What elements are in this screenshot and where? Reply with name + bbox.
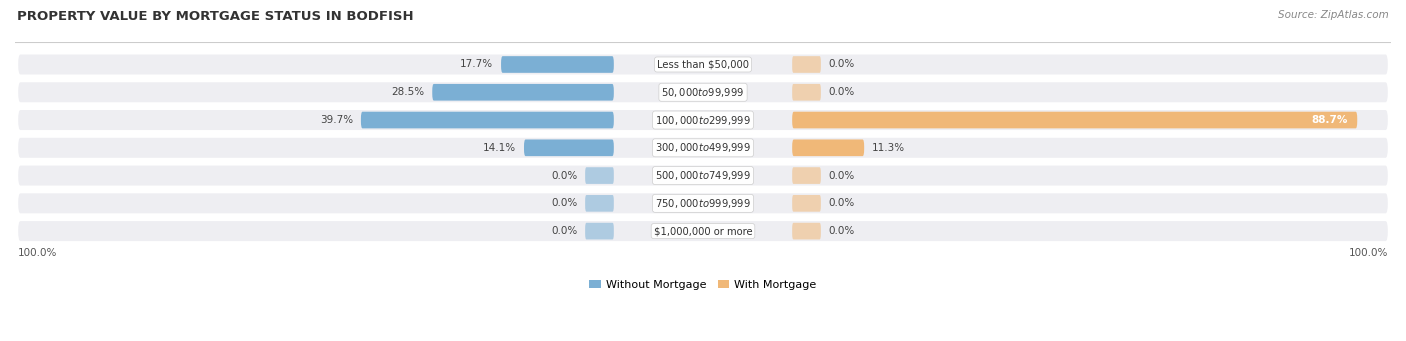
FancyBboxPatch shape	[792, 195, 821, 212]
Text: $500,000 to $749,999: $500,000 to $749,999	[655, 169, 751, 182]
Text: 0.0%: 0.0%	[551, 198, 578, 208]
Text: PROPERTY VALUE BY MORTGAGE STATUS IN BODFISH: PROPERTY VALUE BY MORTGAGE STATUS IN BOD…	[17, 10, 413, 23]
Text: 0.0%: 0.0%	[828, 198, 855, 208]
FancyBboxPatch shape	[18, 193, 1388, 213]
Text: 17.7%: 17.7%	[460, 59, 494, 70]
FancyBboxPatch shape	[585, 223, 614, 239]
Text: 100.0%: 100.0%	[1348, 248, 1388, 258]
Legend: Without Mortgage, With Mortgage: Without Mortgage, With Mortgage	[585, 275, 821, 294]
FancyBboxPatch shape	[792, 84, 821, 101]
Text: 100.0%: 100.0%	[18, 248, 58, 258]
FancyBboxPatch shape	[792, 167, 821, 184]
Text: 0.0%: 0.0%	[551, 226, 578, 236]
Text: Source: ZipAtlas.com: Source: ZipAtlas.com	[1278, 10, 1389, 20]
Text: 0.0%: 0.0%	[828, 226, 855, 236]
Text: $100,000 to $299,999: $100,000 to $299,999	[655, 114, 751, 127]
FancyBboxPatch shape	[18, 166, 1388, 186]
Text: Less than $50,000: Less than $50,000	[657, 59, 749, 70]
FancyBboxPatch shape	[361, 112, 614, 128]
FancyBboxPatch shape	[18, 110, 1388, 130]
Text: 88.7%: 88.7%	[1312, 115, 1348, 125]
Text: 14.1%: 14.1%	[484, 143, 516, 153]
FancyBboxPatch shape	[585, 195, 614, 212]
Text: $750,000 to $999,999: $750,000 to $999,999	[655, 197, 751, 210]
Text: 11.3%: 11.3%	[872, 143, 905, 153]
Text: $300,000 to $499,999: $300,000 to $499,999	[655, 141, 751, 154]
FancyBboxPatch shape	[585, 167, 614, 184]
FancyBboxPatch shape	[18, 82, 1388, 102]
FancyBboxPatch shape	[792, 223, 821, 239]
FancyBboxPatch shape	[501, 56, 614, 73]
Text: 0.0%: 0.0%	[828, 87, 855, 97]
Text: $1,000,000 or more: $1,000,000 or more	[654, 226, 752, 236]
Text: 0.0%: 0.0%	[828, 59, 855, 70]
Text: 0.0%: 0.0%	[551, 170, 578, 181]
FancyBboxPatch shape	[792, 56, 821, 73]
FancyBboxPatch shape	[432, 84, 614, 101]
Text: 28.5%: 28.5%	[391, 87, 425, 97]
Text: $50,000 to $99,999: $50,000 to $99,999	[661, 86, 745, 99]
Text: 39.7%: 39.7%	[321, 115, 353, 125]
FancyBboxPatch shape	[18, 221, 1388, 241]
FancyBboxPatch shape	[18, 55, 1388, 74]
FancyBboxPatch shape	[792, 112, 1357, 128]
FancyBboxPatch shape	[18, 138, 1388, 158]
Text: 0.0%: 0.0%	[828, 170, 855, 181]
FancyBboxPatch shape	[792, 139, 865, 156]
FancyBboxPatch shape	[524, 139, 614, 156]
